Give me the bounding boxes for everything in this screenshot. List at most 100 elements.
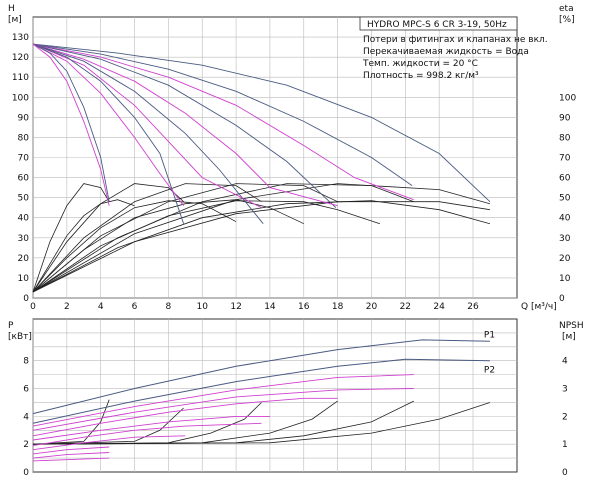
top-y-right-tick-label: 20: [559, 254, 571, 264]
top-y-left-tick-label: 40: [18, 214, 30, 224]
top-x-tick-label: 12: [230, 302, 241, 312]
power-npsh-chart: 0 2 4 6 8 P[кВт] 0 1 2 3 4 NPSH[м] P1 P2: [8, 318, 584, 478]
npsh-curve: [32, 402, 262, 445]
bottom-y-left-tick-label: 0: [23, 468, 29, 478]
bottom-y-left-tick-label: 8: [23, 357, 29, 367]
series-label-p1: P1: [484, 330, 495, 340]
top-y-right-tick-label: 100: [559, 93, 576, 103]
top-x-tick-label: 14: [264, 302, 276, 312]
series-label-p2: P2: [484, 366, 495, 376]
top-y-left-tick-label: 120: [12, 53, 29, 63]
top-y-right-tick-label: 0: [559, 294, 565, 304]
bottom-y-right-tick-label: 0: [562, 468, 568, 478]
top-x-tick-label: 6: [132, 302, 138, 312]
top-y-right-tick-label: 70: [559, 154, 571, 164]
head-curve: [32, 43, 413, 186]
top-y-left-tick-label: 100: [12, 93, 29, 103]
bottom-y-right-title-line2: [м]: [562, 332, 576, 342]
bottom-y-right-tick-label: 2: [562, 412, 568, 422]
head-curve: [32, 43, 110, 206]
power-curve: [32, 422, 262, 447]
bottom-y-right-tick-label: 4: [562, 357, 568, 367]
chart-note: Плотность = 998.2 кг/м³: [363, 71, 479, 81]
chart-note: Темп. жидкости = 20 °C: [362, 59, 478, 69]
efficiency-curve: [32, 199, 135, 293]
top-y-right-tick-label: 30: [559, 234, 571, 244]
power-curve: [32, 415, 270, 441]
head-curve: [32, 43, 491, 203]
power-curve: [32, 435, 186, 451]
top-x-tick-label: 20: [366, 302, 378, 312]
efficiency-curve: [32, 183, 110, 293]
top-y-left-tick-label: 10: [18, 274, 30, 284]
efficiency-curve: [32, 183, 262, 293]
bottom-y-right-tick-label: 1: [562, 440, 568, 450]
top-y-left-title-line2: [м]: [8, 15, 22, 25]
power-curve: [32, 457, 110, 462]
efficiency-curve: [32, 183, 184, 293]
top-y-right-title-line2: [%]: [559, 15, 575, 25]
power-curve: [32, 452, 110, 459]
top-y-right-tick-label: 50: [559, 194, 571, 204]
efficiency-curve: [32, 183, 491, 293]
power-series-p2: [32, 358, 490, 424]
top-y-left-title-line1: H: [8, 4, 15, 14]
top-y-right-title-line1: eta: [559, 4, 574, 14]
bottom-y-left-tick-label: 2: [23, 440, 29, 450]
top-y-left-tick-label: 70: [18, 154, 30, 164]
top-x-tick-label: 0: [30, 302, 36, 312]
power-curve: [32, 397, 338, 437]
chart-note: Потери в фитингах и клапанах не вкл.: [363, 35, 548, 45]
top-x-tick-label: 8: [166, 302, 172, 312]
head-curve: [32, 43, 337, 209]
top-y-right-tick-label: 10: [559, 274, 571, 284]
title-box: [359, 16, 518, 31]
top-y-left-tick-label: 0: [23, 294, 29, 304]
power-series-p1: [32, 339, 490, 415]
top-y-left-tick-label: 20: [18, 254, 30, 264]
chart-note: Перекачиваемая жидкость = Вода: [363, 47, 529, 57]
head-efficiency-chart: 0 2 4 6 8 10 12 14 16 18 20 22 24 26 Q [м³/ч]010203040…: [8, 4, 576, 312]
top-y-right-tick-label: 80: [559, 133, 571, 143]
top-y-right-tick-label: 40: [559, 214, 571, 224]
top-x-tick-label: 22: [400, 302, 411, 312]
bottom-plot-frame: [32, 318, 518, 473]
efficiency-curve: [32, 183, 414, 293]
head-curve: [32, 43, 184, 206]
power-curve: [32, 374, 414, 427]
head-curve: [32, 43, 338, 207]
head-curve: [32, 43, 185, 224]
efficiency-curve: [32, 200, 237, 293]
top-y-left-tick-label: 50: [18, 194, 30, 204]
bottom-y-right-tick-label: 3: [562, 385, 568, 395]
top-x-tick-label: 16: [298, 302, 310, 312]
head-curve: [32, 43, 262, 209]
chart-title: HYDRO MPC-S 6 CR 3-19, 50Hz: [367, 20, 507, 30]
top-x-tick-label: 18: [332, 302, 344, 312]
bottom-y-left-title-line1: P: [8, 321, 14, 331]
top-y-left-tick-label: 90: [18, 113, 30, 123]
top-x-tick-label: 4: [98, 302, 104, 312]
bottom-y-left-tick-label: 6: [23, 385, 29, 395]
top-y-right-tick-label: 60: [559, 174, 571, 184]
power-curve: [32, 446, 110, 455]
top-y-left-tick-label: 130: [12, 33, 29, 43]
top-x-tick-label: 2: [64, 302, 70, 312]
bottom-y-left-title-line2: [кВт]: [8, 332, 32, 342]
top-y-left-tick-label: 80: [18, 133, 30, 143]
top-x-tick-label: 24: [433, 302, 445, 312]
efficiency-curve: [32, 200, 491, 293]
bottom-y-right-title-line1: NPSH: [559, 321, 584, 331]
head-curve: [32, 43, 414, 201]
head-curve: [32, 43, 264, 224]
top-x-tick-label: 10: [197, 302, 209, 312]
top-y-left-tick-label: 30: [18, 234, 30, 244]
efficiency-curve: [32, 200, 381, 293]
top-x-axis-title: Q [м³/ч]: [521, 302, 557, 312]
head-curve: [32, 43, 110, 202]
top-y-left-tick-label: 110: [12, 73, 29, 83]
top-y-right-tick-label: 90: [559, 113, 571, 123]
bottom-y-left-tick-label: 4: [23, 412, 29, 422]
top-x-tick-label: 26: [467, 302, 479, 312]
